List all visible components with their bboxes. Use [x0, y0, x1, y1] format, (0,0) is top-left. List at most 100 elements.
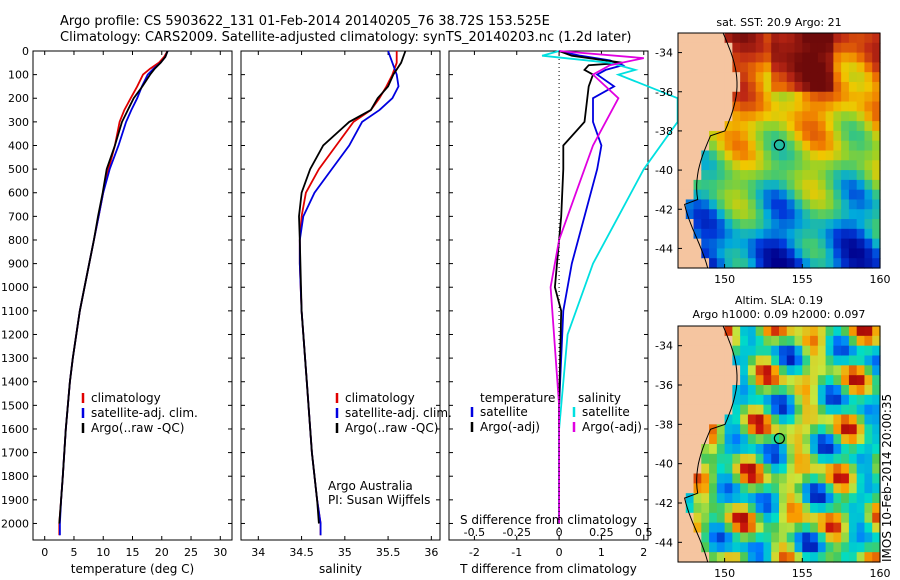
- sst_map-cell: [685, 228, 695, 240]
- sst_map-cell: [779, 170, 788, 181]
- sst_map-cell: [794, 248, 803, 259]
- sst_map-cell: [755, 33, 765, 44]
- sla_map-cell: [755, 385, 765, 396]
- sla_map-cell: [763, 453, 772, 465]
- sla_map-xtick-label: 155: [792, 567, 813, 580]
- sla_map-cell: [856, 434, 866, 445]
- sst_map-cell: [678, 248, 687, 259]
- sla_map-ytick-label: -36: [655, 379, 673, 392]
- sst_map-cell: [841, 121, 850, 132]
- sst_map-cell: [833, 209, 842, 220]
- sst_map-cell: [763, 228, 772, 240]
- sst_map-cell: [794, 91, 803, 103]
- sla_map-cell: [833, 335, 842, 347]
- sla_map-cell: [833, 375, 842, 386]
- sst_map-cell: [763, 238, 772, 250]
- temperature-legend-label: Argo(..raw -QC): [91, 421, 184, 435]
- sst_map-cell: [810, 170, 819, 181]
- sst_map-cell: [856, 228, 866, 240]
- sla_map-cell: [848, 463, 858, 475]
- sla_map-cell: [732, 522, 741, 534]
- sst_map-cell: [747, 189, 757, 201]
- sla_map-cell: [848, 355, 858, 366]
- salinity-xtick-label: 35.5: [376, 546, 401, 559]
- sst_map-cell: [732, 140, 741, 152]
- sst_map-cell: [678, 258, 687, 269]
- sla_map-cell: [794, 375, 803, 386]
- sst_map-cell: [825, 160, 834, 171]
- sst_map-cell: [693, 72, 702, 83]
- sla_map-cell: [841, 473, 850, 484]
- sst_map-cell: [817, 140, 827, 152]
- sla_map-cell: [841, 532, 850, 543]
- sla_map-cell: [786, 444, 796, 455]
- diff-legend-title-t: temperature: [480, 391, 555, 405]
- sla_map-cell: [856, 375, 866, 386]
- sst_map-cell: [709, 219, 718, 230]
- sst_map-cell: [864, 199, 873, 210]
- sst_map-cell: [872, 121, 881, 132]
- sst_map-cell: [841, 199, 850, 210]
- sla_map-cell: [732, 355, 741, 366]
- sst_map-cell: [825, 62, 834, 73]
- sla_map-cell: [856, 503, 866, 514]
- sst_map-cell: [755, 42, 765, 54]
- sla_map-cell: [794, 444, 803, 455]
- sst_map-cell: [856, 209, 866, 220]
- sla_map-cell: [724, 473, 733, 484]
- sst_map-cell: [856, 52, 866, 63]
- sla_map-cell: [732, 424, 741, 435]
- sla_map-cell: [740, 463, 749, 475]
- sst_map-cell: [693, 228, 702, 240]
- sst_map-cell: [740, 248, 749, 259]
- sla_map-cell: [732, 434, 741, 445]
- sla_map-cell: [872, 335, 881, 347]
- sst_map-cell: [848, 170, 858, 181]
- sla_map-cell: [755, 532, 765, 543]
- sst_map-cell: [794, 160, 803, 171]
- sla_map-ytick-label: -42: [655, 497, 673, 510]
- sst_map-cell: [755, 170, 765, 181]
- sst_map-cell: [724, 140, 733, 152]
- sla_map-cell: [747, 365, 757, 376]
- temperature-xtick-label: 25: [184, 546, 198, 559]
- sst_map-cell: [817, 62, 827, 73]
- sst_map-cell: [701, 81, 710, 93]
- sla_map-cell: [864, 522, 873, 534]
- sla_map-cell: [701, 532, 710, 543]
- sla_map-coastline: [684, 325, 738, 563]
- sst_map-cell: [771, 140, 780, 152]
- sst_map-cell: [763, 121, 772, 132]
- s-xtick-label: 0: [556, 526, 563, 539]
- sst_map-cell: [724, 258, 733, 269]
- sla_map-cell: [701, 326, 710, 337]
- sst_map-cell: [747, 140, 757, 152]
- sla_map-cell: [685, 424, 695, 435]
- sst_map-cell: [864, 160, 873, 171]
- sla_map-cell: [709, 552, 718, 563]
- sst_map-cell: [833, 101, 842, 112]
- sla_map-cell: [802, 404, 811, 416]
- sst_map-cell: [810, 33, 819, 44]
- sst_map-cell: [779, 160, 788, 171]
- sla_map-cell: [701, 385, 710, 396]
- sla_map-cell: [872, 345, 881, 357]
- sst_map-cell: [794, 199, 803, 210]
- sst_map-cell: [779, 209, 788, 220]
- sla_map-cell: [771, 375, 780, 386]
- sst_map-cell: [802, 121, 811, 132]
- temperature-xtick-label: 20: [155, 546, 169, 559]
- sst_map-cell: [794, 81, 803, 93]
- sst_map-cell: [771, 42, 780, 54]
- sla_map-cell: [678, 542, 687, 553]
- sla_map-cell: [779, 434, 788, 445]
- sla_map-cell: [802, 375, 811, 386]
- sst_map-cell: [763, 189, 772, 201]
- sla_map-cell: [794, 365, 803, 376]
- sst_map-cell: [779, 219, 788, 230]
- sst_map-cell: [701, 72, 710, 83]
- differences-xtick-label: 0: [556, 546, 563, 559]
- sst_map-cell: [732, 121, 741, 132]
- sla_map-cell: [724, 483, 733, 494]
- sst_map-cell: [693, 42, 702, 54]
